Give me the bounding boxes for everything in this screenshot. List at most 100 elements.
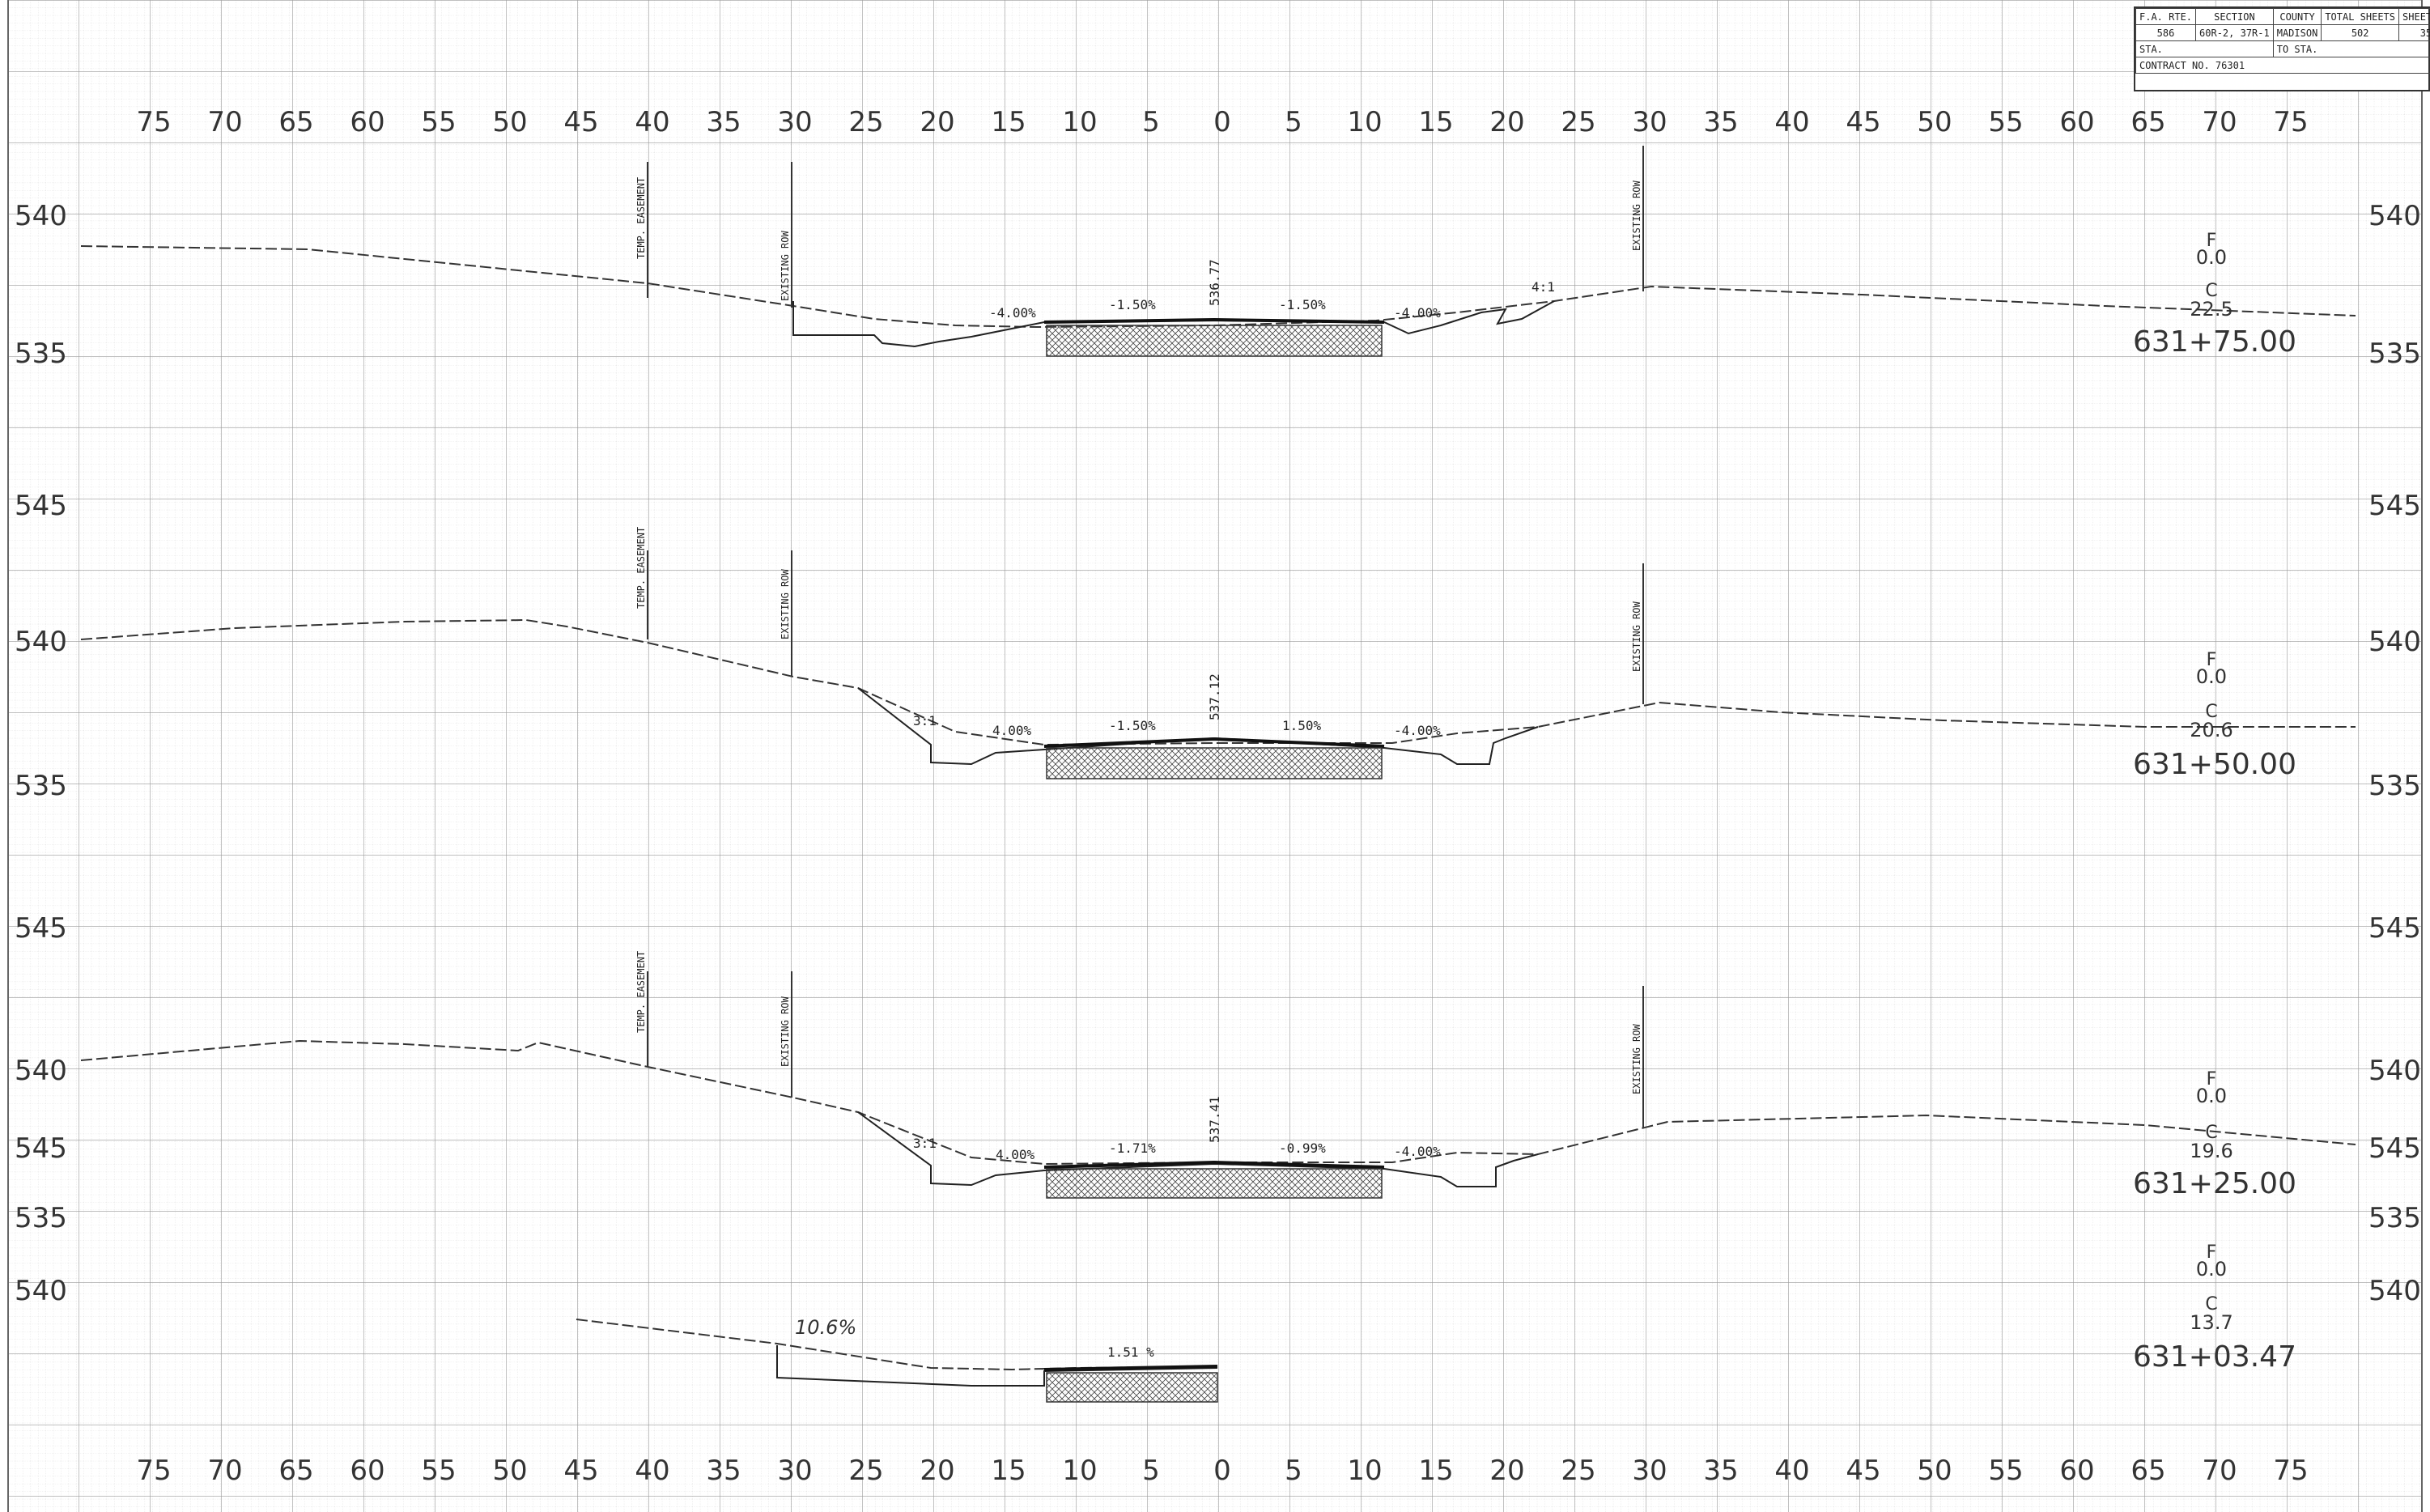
cut-value: 20.6 — [2190, 719, 2232, 741]
cut-label: C — [2205, 1123, 2217, 1143]
existing-row-label-right: EXISTING ROW — [1631, 601, 1642, 672]
pavement-surface — [1043, 1160, 1385, 1169]
val-fa-rte: 586 — [2135, 24, 2197, 41]
pavement-crosshatch — [1046, 747, 1383, 779]
elev-left-540: 540 — [15, 1275, 67, 1307]
slope-label: 4.00% — [992, 723, 1032, 738]
offset-tick-label: 65 — [2130, 1455, 2165, 1487]
offset-tick-label: 30 — [777, 106, 812, 138]
offset-tick-label: 5 — [1142, 106, 1160, 138]
offset-tick-label: 10 — [1347, 1455, 1382, 1487]
offset-axis-bottom: 75 70 65 60 55 50 45 40 35 30 25 20 15 10 5 0 5 10 15 20 25 3… — [136, 1455, 2308, 1487]
offset-tick-label: 75 — [136, 1455, 171, 1487]
to-sta-label: TO STA. — [2272, 40, 2430, 57]
offset-tick-label: 35 — [1703, 106, 1738, 138]
cut-value: 22.5 — [2190, 298, 2232, 321]
slope-label: 1.51 % — [1107, 1344, 1154, 1360]
offset-tick-label: 40 — [1774, 106, 1809, 138]
offset-tick-label: 75 — [2273, 1455, 2308, 1487]
elev-right-540: 540 — [2368, 1275, 2421, 1307]
offset-tick-label: 5 — [1142, 1455, 1160, 1487]
section-631-03: 535 540 535 540 10.6% 1.51 % F 0.0 C 13.… — [15, 1202, 2421, 1403]
elev-right-545: 545 — [2368, 912, 2421, 945]
offset-tick-label: 60 — [2059, 1455, 2094, 1487]
slope-label: 1.50% — [1282, 718, 1322, 733]
pavement-surface — [1043, 317, 1385, 324]
station-label: 631+25.00 — [2133, 1167, 2296, 1200]
elev-left-535: 535 — [15, 770, 67, 802]
offset-tick-label: 55 — [421, 1455, 456, 1487]
pavement-crosshatch — [1046, 1168, 1383, 1199]
offset-tick-label: 30 — [1632, 106, 1667, 138]
elev-left-535: 535 — [15, 338, 67, 370]
hdr-sheet-no: SHEET NO. — [2398, 8, 2430, 25]
offset-tick-label: 70 — [2202, 1455, 2237, 1487]
offset-tick-label: 50 — [1917, 1455, 1952, 1487]
elev-right-535: 535 — [2368, 338, 2421, 370]
fill-label: F — [2207, 1069, 2217, 1089]
offset-tick-label: 5 — [1285, 1455, 1302, 1487]
elev-left-545-lower: 545 — [15, 1132, 67, 1165]
temp-easement-label: TEMP. EASEMENT — [635, 527, 647, 609]
station-label: 631+75.00 — [2133, 325, 2296, 359]
offset-axis-top: 75 70 65 60 55 50 45 40 35 30 25 20 15 10 5 0 5 10 15 20 25 3… — [136, 106, 2308, 138]
offset-tick-label: 50 — [492, 106, 527, 138]
offset-tick-label: 40 — [1774, 1455, 1809, 1487]
fill-label: F — [2207, 231, 2217, 251]
cut-label: C — [2205, 702, 2217, 722]
offset-tick-label: 50 — [492, 1455, 527, 1487]
pavement-surface — [1043, 737, 1385, 748]
offset-tick-label: 25 — [848, 1455, 883, 1487]
sta-label: STA. — [2135, 40, 2274, 57]
contract-number: CONTRACT NO. 76301 — [2135, 57, 2430, 74]
elev-right-540: 540 — [2368, 1055, 2421, 1087]
elev-right-545-lower: 545 — [2368, 1132, 2421, 1165]
slope-label: -4.00% — [1394, 305, 1441, 321]
section-631-25: 545 540 545 545 540 545 TEMP. EASEMENT E… — [15, 912, 2421, 1200]
offset-tick-label: 70 — [207, 1455, 242, 1487]
existing-ground-line — [80, 1039, 2356, 1166]
offset-tick-label: 75 — [2273, 106, 2308, 138]
offset-tick-label: 10 — [1347, 106, 1382, 138]
offset-tick-label: 30 — [1632, 1455, 1667, 1487]
centerline-elevation: 537.41 — [1207, 1096, 1222, 1143]
offset-tick-label: 65 — [278, 106, 313, 138]
pavement-surface — [1043, 1365, 1218, 1371]
station-label: 631+03.47 — [2133, 1340, 2296, 1374]
offset-tick-label: 55 — [1988, 1455, 2023, 1487]
elev-left-540: 540 — [15, 626, 67, 658]
section-631-50: 545 540 535 545 540 535 TEMP. EASEMENT E… — [15, 490, 2421, 802]
centerline-elevation: 537.12 — [1207, 673, 1222, 720]
slope-label: 4.00% — [996, 1147, 1035, 1162]
fill-value: 0.0 — [2196, 665, 2227, 688]
temp-easement-label: TEMP. EASEMENT — [635, 951, 647, 1033]
elev-right-540: 540 — [2368, 200, 2421, 232]
fill-value: 0.0 — [2196, 1258, 2227, 1281]
offset-tick-label: 70 — [2202, 106, 2237, 138]
pavement-crosshatch — [1046, 325, 1383, 357]
elev-right-535: 535 — [2368, 770, 2421, 802]
offset-tick-label: 65 — [278, 1455, 313, 1487]
offset-tick-label: 25 — [1561, 1455, 1595, 1487]
offset-tick-label: 20 — [1489, 106, 1524, 138]
offset-tick-label: 45 — [563, 1455, 598, 1487]
elev-left-545: 545 — [15, 490, 67, 522]
fill-value: 0.0 — [2196, 1085, 2227, 1107]
offset-tick-label: 25 — [848, 106, 883, 138]
cut-label: C — [2205, 281, 2217, 301]
existing-row-label-left: EXISTING ROW — [780, 996, 791, 1067]
existing-row-label-right: EXISTING ROW — [1631, 1024, 1642, 1094]
cut-value: 19.6 — [2190, 1140, 2232, 1162]
existing-ground-line — [80, 245, 2356, 329]
existing-row-label-right: EXISTING ROW — [1631, 181, 1642, 251]
offset-tick-label: 75 — [136, 106, 171, 138]
offset-tick-label: 55 — [1988, 106, 2023, 138]
offset-tick-label: 15 — [1418, 1455, 1453, 1487]
cut-label: C — [2205, 1294, 2217, 1315]
station-label: 631+50.00 — [2133, 748, 2296, 781]
hdr-fa-rte: F.A. RTE. — [2135, 8, 2197, 25]
elev-left-540: 540 — [15, 1055, 67, 1087]
temp-easement-label: TEMP. EASEMENT — [635, 177, 647, 259]
section-631-75: 540 535 540 535 TEMP. EASEMENT EXISTING … — [15, 146, 2421, 370]
pavement-crosshatch — [1046, 1372, 1218, 1403]
